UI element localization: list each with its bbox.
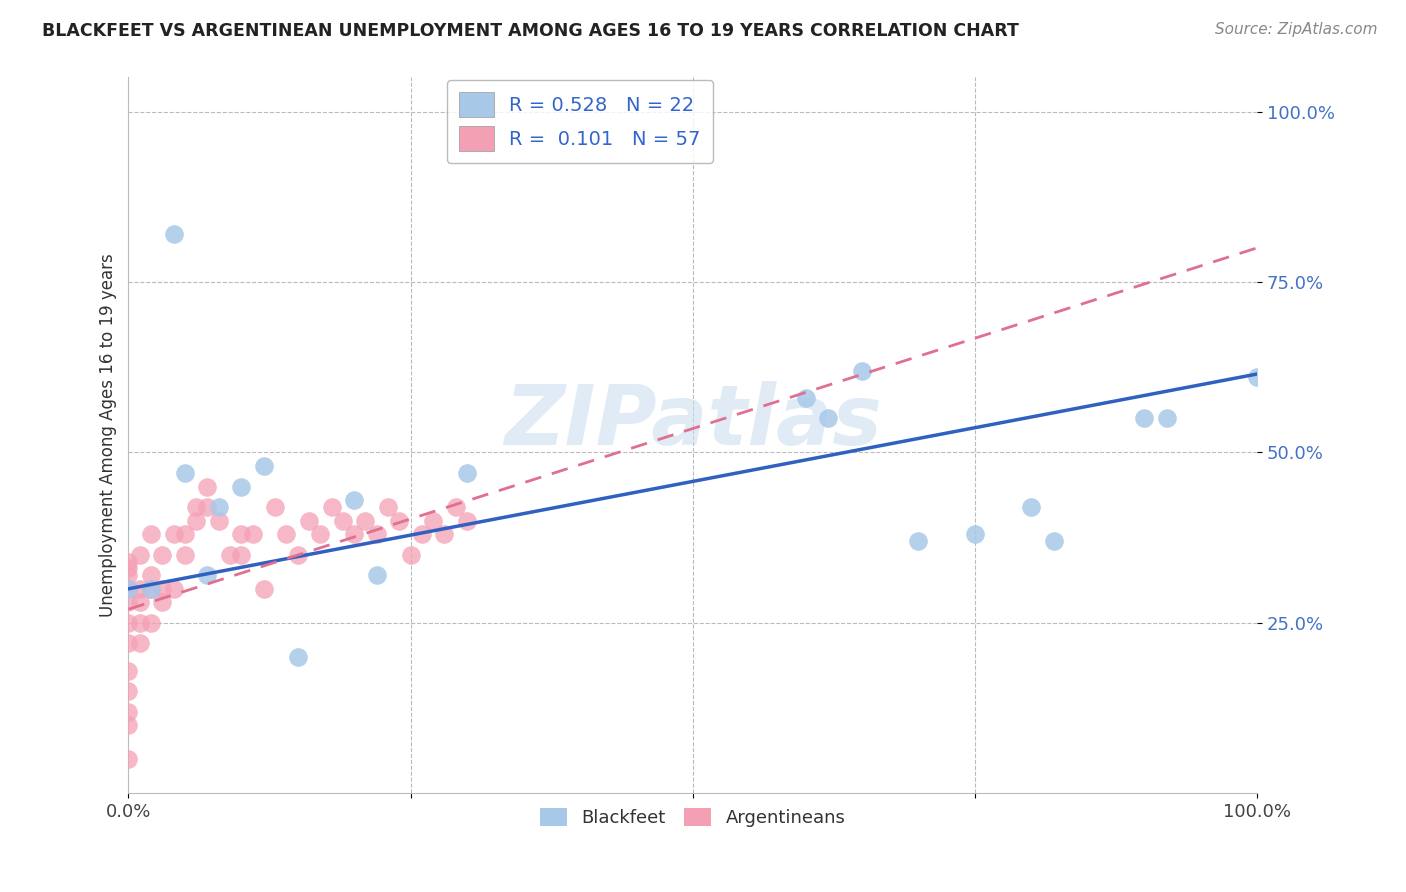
Point	[117, 555, 139, 569]
Point	[150, 595, 173, 609]
Point	[456, 514, 478, 528]
Point	[117, 582, 139, 596]
Point	[242, 527, 264, 541]
Point	[150, 582, 173, 596]
Point	[117, 568, 139, 582]
Point	[907, 534, 929, 549]
Point	[139, 582, 162, 596]
Point	[456, 466, 478, 480]
Point	[411, 527, 433, 541]
Point	[817, 411, 839, 425]
Point	[851, 363, 873, 377]
Point	[399, 548, 422, 562]
Point	[197, 568, 219, 582]
Point	[117, 615, 139, 630]
Point	[1021, 500, 1043, 514]
Point	[1246, 370, 1268, 384]
Point	[298, 514, 321, 528]
Point	[264, 500, 287, 514]
Point	[309, 527, 332, 541]
Point	[343, 493, 366, 508]
Point	[197, 500, 219, 514]
Point	[321, 500, 343, 514]
Point	[128, 636, 150, 650]
Y-axis label: Unemployment Among Ages 16 to 19 years: Unemployment Among Ages 16 to 19 years	[100, 253, 117, 617]
Point	[117, 705, 139, 719]
Point	[963, 527, 986, 541]
Point	[128, 548, 150, 562]
Point	[444, 500, 467, 514]
Point	[1133, 411, 1156, 425]
Point	[162, 582, 184, 596]
Point	[388, 514, 411, 528]
Point	[139, 615, 162, 630]
Point	[197, 479, 219, 493]
Point	[231, 548, 253, 562]
Point	[231, 479, 253, 493]
Point	[162, 527, 184, 541]
Point	[287, 548, 309, 562]
Point	[117, 684, 139, 698]
Point	[117, 752, 139, 766]
Point	[162, 227, 184, 242]
Point	[117, 561, 139, 575]
Point	[332, 514, 354, 528]
Point	[117, 595, 139, 609]
Point	[139, 582, 162, 596]
Point	[128, 582, 150, 596]
Point	[231, 527, 253, 541]
Text: Source: ZipAtlas.com: Source: ZipAtlas.com	[1215, 22, 1378, 37]
Point	[366, 568, 388, 582]
Point	[366, 527, 388, 541]
Point	[117, 636, 139, 650]
Point	[128, 595, 150, 609]
Point	[276, 527, 298, 541]
Point	[253, 582, 276, 596]
Point	[117, 718, 139, 732]
Point	[174, 527, 197, 541]
Point	[117, 582, 139, 596]
Text: BLACKFEET VS ARGENTINEAN UNEMPLOYMENT AMONG AGES 16 TO 19 YEARS CORRELATION CHAR: BLACKFEET VS ARGENTINEAN UNEMPLOYMENT AM…	[42, 22, 1019, 40]
Legend: Blackfeet, Argentineans: Blackfeet, Argentineans	[533, 801, 852, 834]
Point	[422, 514, 444, 528]
Point	[174, 466, 197, 480]
Point	[117, 582, 139, 596]
Point	[219, 548, 242, 562]
Point	[174, 548, 197, 562]
Point	[433, 527, 456, 541]
Point	[377, 500, 399, 514]
Point	[186, 500, 208, 514]
Point	[150, 548, 173, 562]
Text: ZIPatlas: ZIPatlas	[503, 381, 882, 461]
Point	[354, 514, 377, 528]
Point	[794, 391, 817, 405]
Point	[253, 459, 276, 474]
Point	[208, 500, 231, 514]
Point	[208, 514, 231, 528]
Point	[139, 527, 162, 541]
Point	[139, 568, 162, 582]
Point	[128, 615, 150, 630]
Point	[1043, 534, 1066, 549]
Point	[287, 650, 309, 665]
Point	[117, 664, 139, 678]
Point	[186, 514, 208, 528]
Point	[1156, 411, 1178, 425]
Point	[343, 527, 366, 541]
